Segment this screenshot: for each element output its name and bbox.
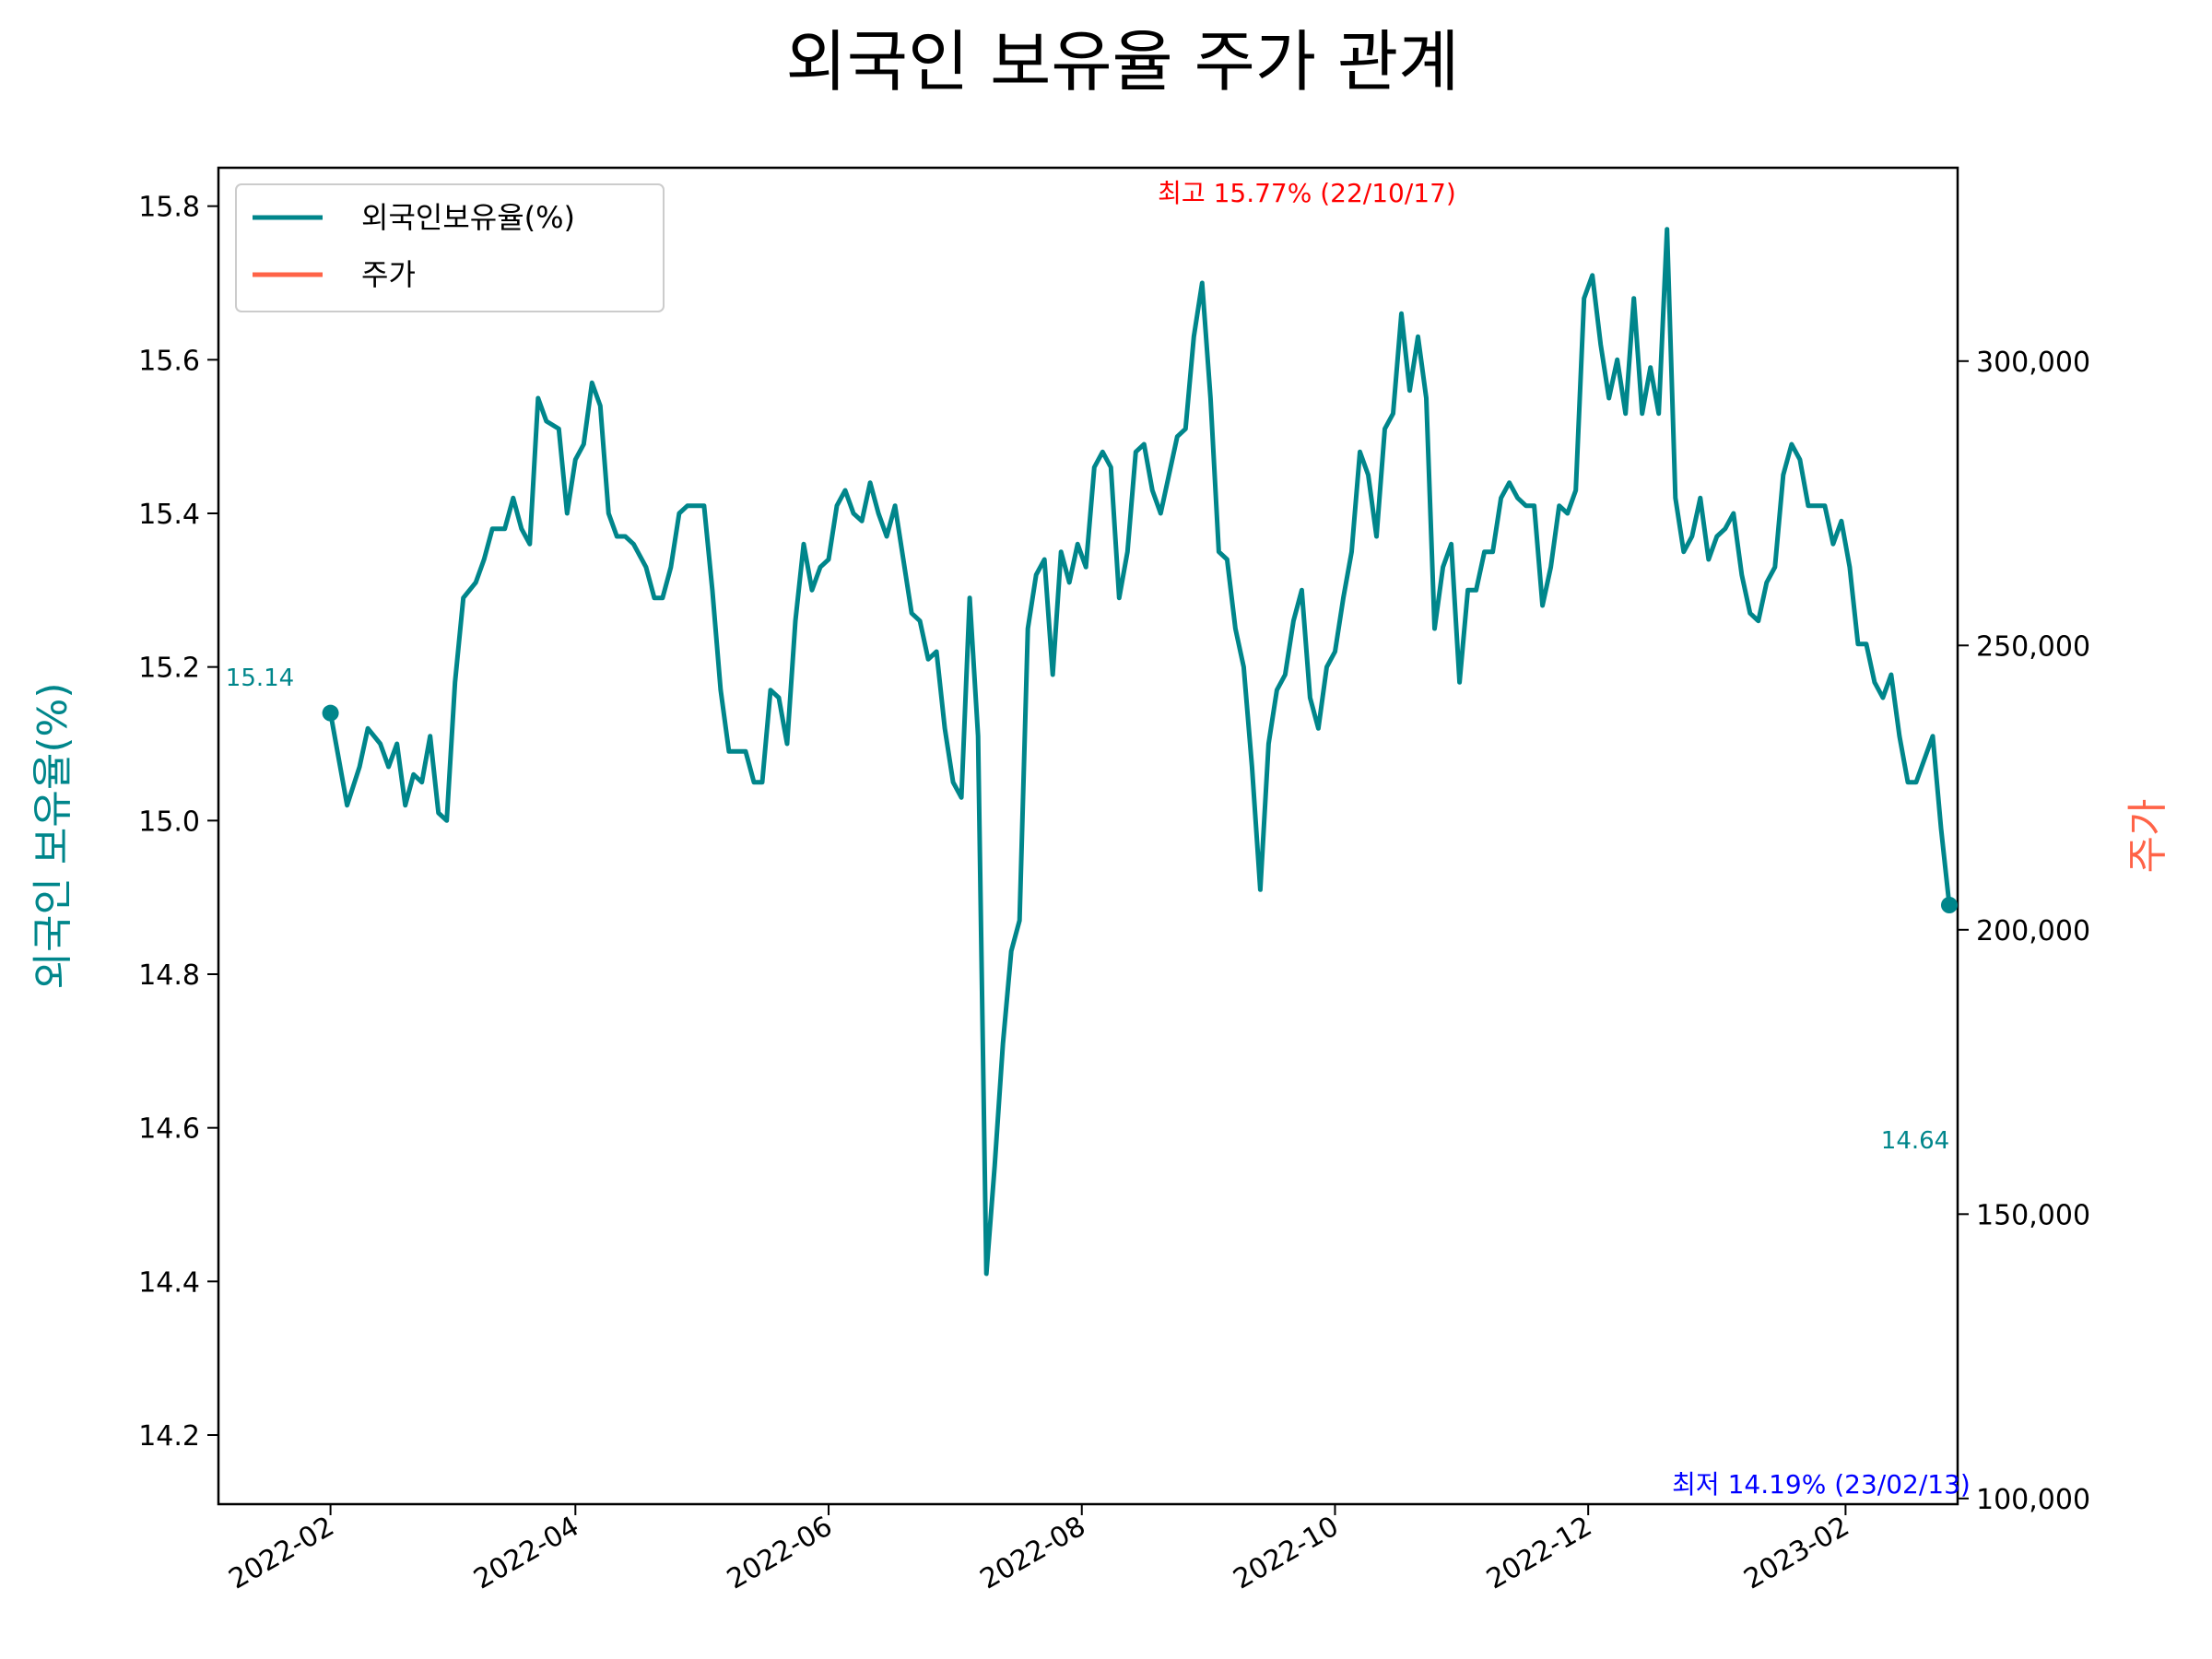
x-tick-label: 2023-02 bbox=[1738, 1511, 1854, 1596]
legend: 외국인보유율(%) 주가 bbox=[235, 183, 665, 312]
y-right-tick-label: 300,000 bbox=[1976, 347, 2090, 379]
x-tick-label: 2022-04 bbox=[468, 1511, 584, 1596]
y-right-tick-label: 100,000 bbox=[1976, 1484, 2090, 1516]
max-annotation: 최고 15.77% (22/10/17) bbox=[1158, 178, 1456, 208]
y-axis-left: 14.2 14.4 14.6 14.8 15.0 15.2 15.4 15.6 15.8 bbox=[138, 192, 218, 1453]
chart-title: 외국인 보유율 주가 관계 bbox=[785, 23, 1459, 100]
x-tick-label: 2022-12 bbox=[1481, 1511, 1597, 1596]
y-right-tick-label: 200,000 bbox=[1976, 915, 2090, 947]
legend-box bbox=[235, 183, 665, 312]
y-right-tick-label: 250,000 bbox=[1976, 630, 2090, 663]
ownership-line bbox=[328, 227, 1952, 1277]
y-axis-right: 100,000 150,000 200,000 250,000 300,000 bbox=[1958, 347, 2090, 1516]
y-right-tick-label: 150,000 bbox=[1976, 1199, 2090, 1231]
y-left-tick-label: 15.0 bbox=[138, 806, 200, 838]
y-left-tick-label: 15.6 bbox=[138, 345, 200, 377]
plot-area bbox=[217, 166, 1959, 1506]
end-value-label: 14.64 bbox=[1881, 1127, 1949, 1155]
y-left-tick-label: 15.4 bbox=[138, 499, 200, 531]
y-axis-right-label: 주가 bbox=[2124, 799, 2171, 874]
legend-label-ownership: 외국인보유율(%) bbox=[361, 200, 575, 235]
y-left-tick-label: 14.2 bbox=[138, 1420, 200, 1453]
x-tick-label: 2022-08 bbox=[975, 1511, 1091, 1596]
y-left-tick-label: 15.2 bbox=[138, 653, 200, 685]
x-axis: 2022-02 2022-04 2022-06 2022-08 2022-10 2022-… bbox=[224, 1504, 1854, 1596]
x-tick-label: 2022-06 bbox=[722, 1511, 838, 1596]
x-tick-label: 2022-02 bbox=[224, 1511, 340, 1596]
y-left-tick-label: 14.8 bbox=[138, 959, 200, 992]
legend-label-price: 주가 bbox=[361, 257, 416, 292]
end-marker bbox=[1940, 897, 1958, 913]
y-left-tick-label: 14.4 bbox=[138, 1266, 200, 1299]
start-marker bbox=[322, 704, 339, 722]
start-value-label: 15.14 bbox=[226, 665, 294, 692]
min-annotation: 최저 14.19% (23/02/13) bbox=[1672, 1469, 1971, 1500]
x-tick-label: 2022-10 bbox=[1228, 1511, 1344, 1596]
y-axis-left-label: 외국인 보유율(%) bbox=[29, 682, 76, 989]
y-left-tick-label: 14.6 bbox=[138, 1113, 200, 1146]
series-layer bbox=[322, 227, 1958, 1277]
y-left-tick-label: 15.8 bbox=[138, 192, 200, 224]
